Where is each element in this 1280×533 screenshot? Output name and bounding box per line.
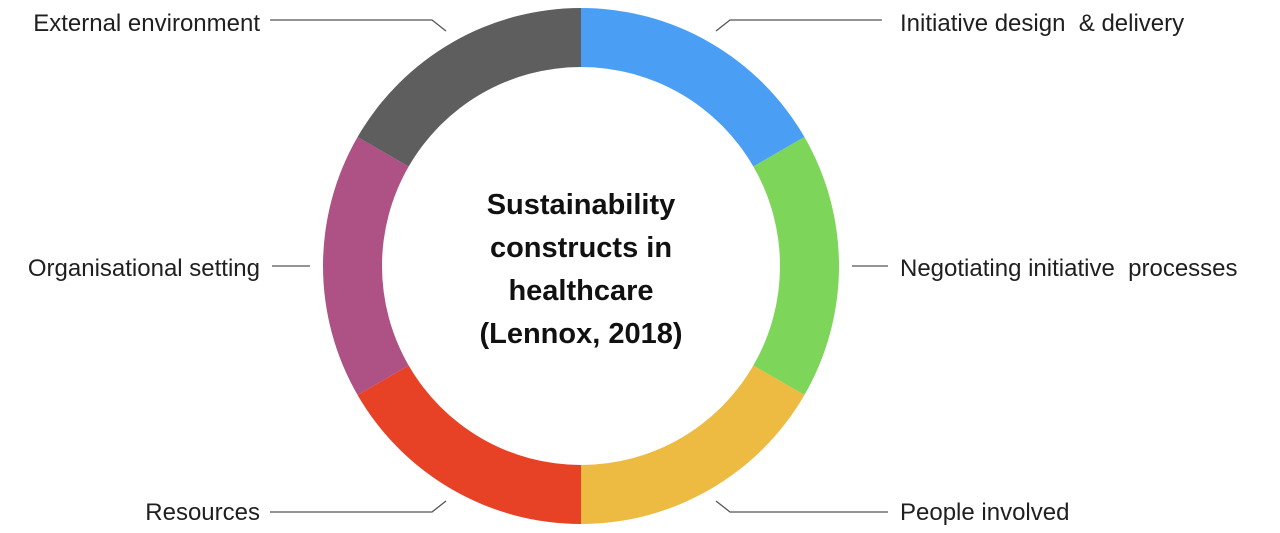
segment-initiative-design-delivery (581, 8, 805, 167)
leader-line-external-environment (270, 19, 447, 32)
segment-organisational-setting (323, 137, 409, 395)
center-title-line-1: Sustainability (487, 189, 676, 221)
leader-lines (270, 19, 888, 513)
label-people-involved: People involved (900, 499, 1069, 526)
leader-line-resources (270, 500, 447, 513)
leader-line-initiative-design-delivery (715, 19, 882, 32)
label-resources: Resources (145, 499, 260, 526)
label-external-environment: External environment (33, 10, 260, 37)
label-initiative-design-delivery: Initiative design & delivery (900, 10, 1184, 37)
segment-external-environment (357, 8, 581, 167)
center-title-line-3: healthcare (508, 275, 653, 307)
center-title-line-4: (Lennox, 2018) (479, 318, 682, 350)
donut-ring (323, 8, 839, 524)
label-negotiating-initiative-processes: Negotiating initiative processes (900, 255, 1238, 282)
segment-negotiating-initiative-processes (753, 137, 839, 395)
label-organisational-setting: Organisational setting (28, 255, 260, 282)
center-title-line-2: constructs in (490, 232, 672, 264)
segment-resources (357, 365, 581, 524)
leader-line-people-involved (715, 500, 888, 513)
segment-people-involved (581, 365, 805, 524)
